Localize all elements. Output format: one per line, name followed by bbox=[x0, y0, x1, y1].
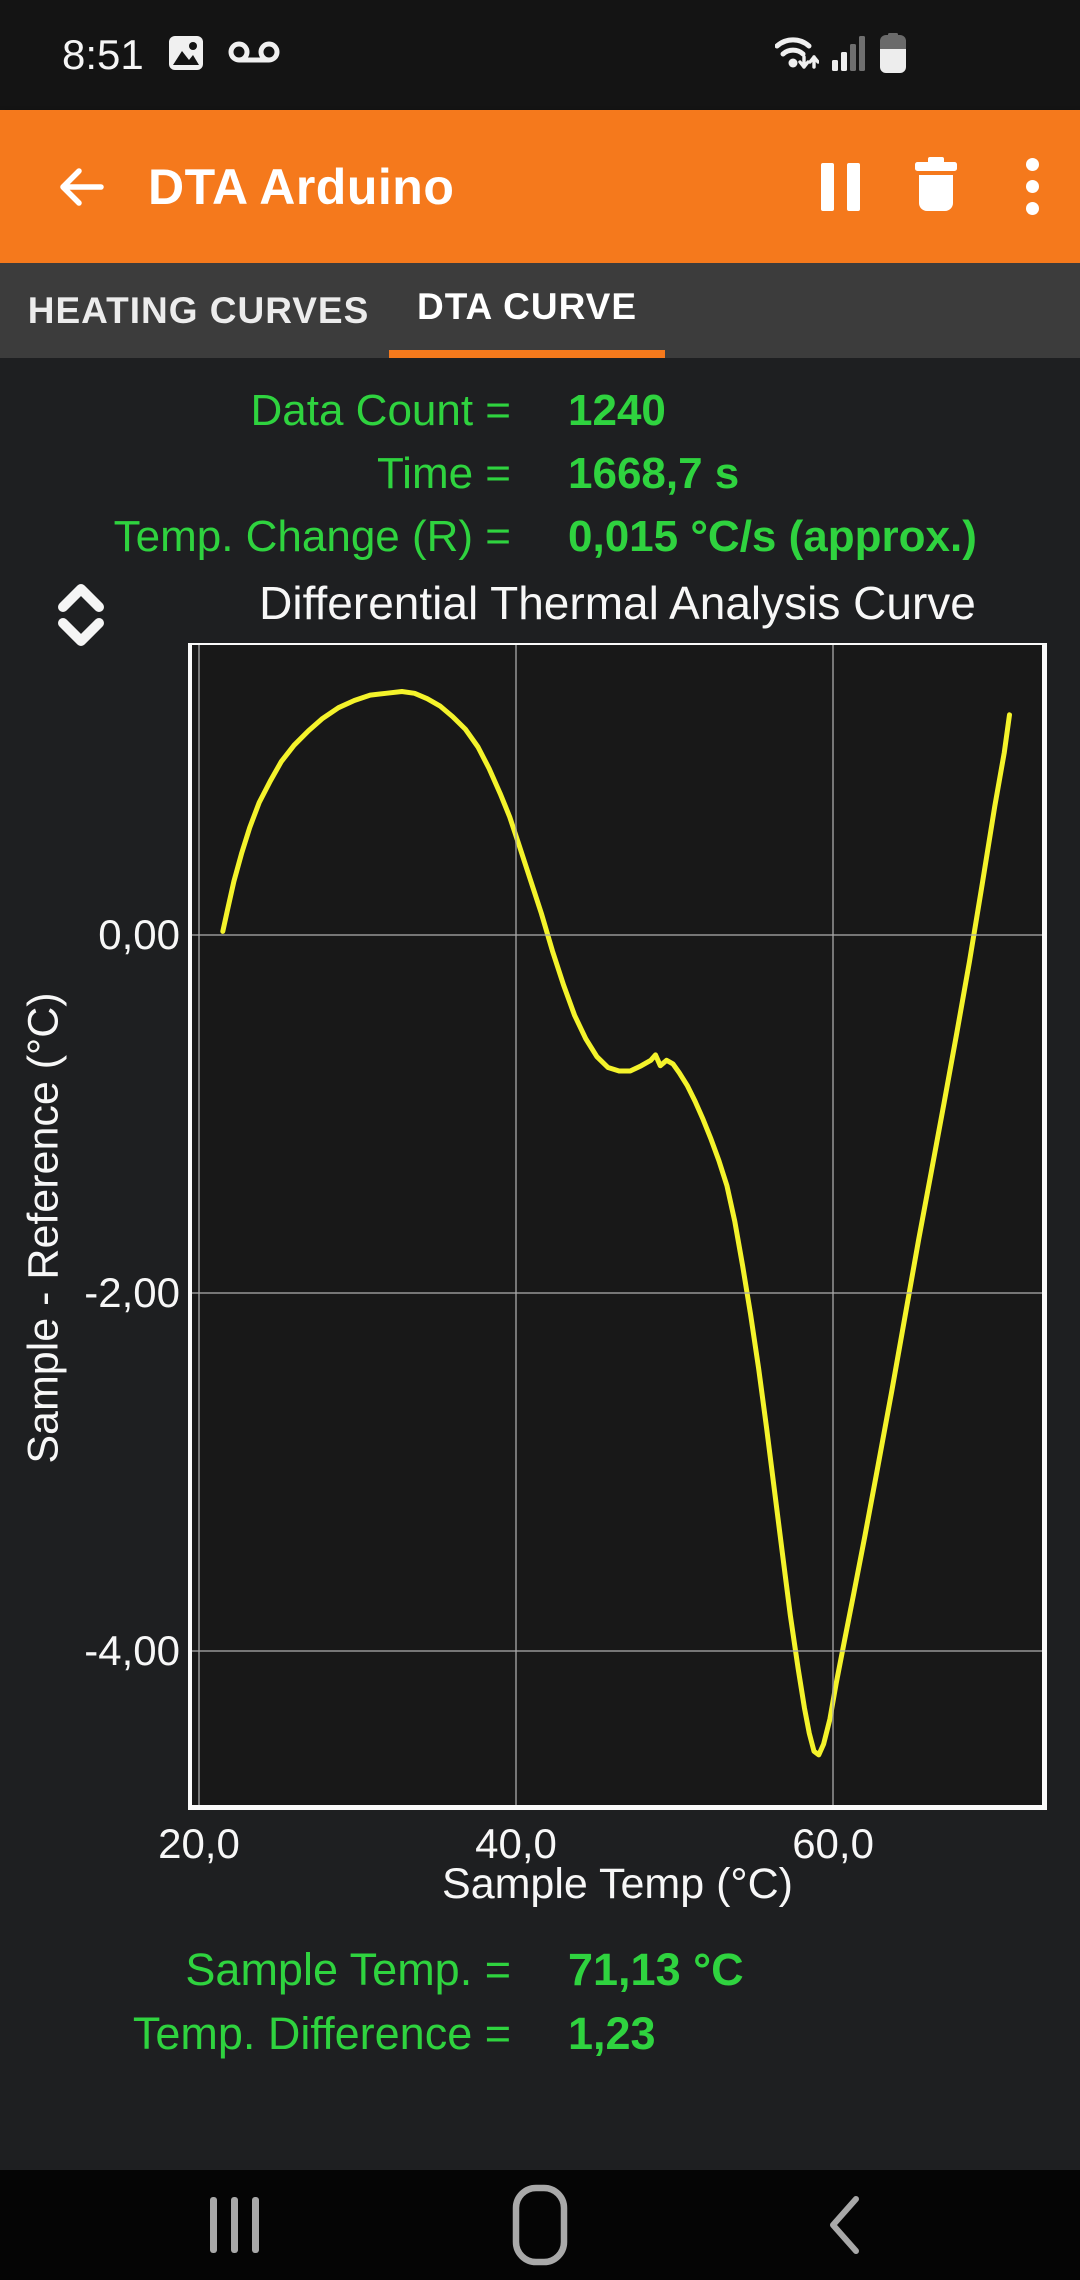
plot-area[interactable] bbox=[188, 643, 1047, 1810]
back-arrow-button[interactable] bbox=[52, 163, 110, 211]
overflow-menu-icon bbox=[1025, 149, 1039, 224]
recents-icon bbox=[209, 2197, 259, 2253]
recents-button[interactable] bbox=[164, 2170, 304, 2280]
y-gridline bbox=[192, 934, 1042, 936]
navigation-bar bbox=[0, 2170, 1080, 2280]
x-gridline bbox=[197, 645, 200, 1805]
y-tick-label: -4,00 bbox=[84, 1627, 180, 1675]
unfold-expand-button[interactable] bbox=[52, 580, 110, 650]
home-icon bbox=[512, 2184, 568, 2266]
battery-icon bbox=[879, 32, 907, 78]
nav-back-button[interactable] bbox=[774, 2170, 914, 2280]
tab-heating-curves[interactable]: HEATING CURVES bbox=[27, 289, 370, 331]
page-title: DTA Arduino bbox=[148, 158, 455, 215]
y-tick-label: 0,00 bbox=[98, 911, 180, 958]
status-time: 8:51 bbox=[62, 31, 144, 78]
temp-change-label: Temp. Change (R) = bbox=[113, 512, 511, 561]
trash-icon bbox=[911, 157, 961, 216]
y-gridline bbox=[192, 1292, 1042, 1295]
time-value: 1668,7 s bbox=[568, 449, 740, 498]
x-tick-label: 40,0 bbox=[475, 1820, 557, 1867]
time-label: Time = bbox=[376, 449, 511, 498]
voicemail-icon bbox=[228, 39, 280, 72]
chart-title: Differential Thermal Analysis Curve bbox=[259, 577, 976, 629]
wifi-data-icon bbox=[774, 33, 820, 78]
dta-curve bbox=[220, 689, 1012, 1758]
sample-temp-value: 71,13 °C bbox=[568, 1944, 744, 1995]
x-tick-label: 60,0 bbox=[792, 1820, 874, 1867]
data-count-value: 1240 bbox=[568, 386, 666, 435]
x-gridline bbox=[832, 645, 835, 1805]
temp-difference-value: 1,23 bbox=[568, 2008, 656, 2059]
pause-icon bbox=[820, 162, 860, 211]
overflow-menu-button[interactable] bbox=[984, 110, 1080, 263]
y-tick-label: -2,00 bbox=[84, 1269, 180, 1317]
temp-change-value: 0,015 °C/s (approx.) bbox=[568, 512, 977, 561]
temp-difference-label: Temp. Difference = bbox=[132, 2008, 511, 2059]
signal-strength-icon bbox=[832, 34, 866, 77]
image-notification-icon bbox=[168, 35, 204, 76]
pause-button[interactable] bbox=[792, 110, 888, 263]
tab-bar: HEATING CURVES DTA CURVE bbox=[0, 263, 1080, 358]
home-button[interactable] bbox=[470, 2170, 610, 2280]
top-stats: Data Count = 1240 Time = 1668,7 s Temp. … bbox=[0, 379, 1080, 568]
sample-temp-label: Sample Temp. = bbox=[185, 1944, 511, 1995]
x-gridline bbox=[515, 645, 518, 1805]
unfold-icon bbox=[58, 584, 104, 646]
bottom-stats: Sample Temp. = 71,13 °C Temp. Difference… bbox=[0, 1938, 1080, 2066]
x-axis-title: Sample Temp (°C) bbox=[442, 1860, 793, 1908]
tab-dta-curve[interactable]: DTA CURVE bbox=[389, 263, 665, 358]
delete-button[interactable] bbox=[888, 110, 984, 263]
y-axis-title: Sample - Reference (°C) bbox=[19, 992, 68, 1464]
app-bar: DTA Arduino bbox=[0, 110, 1080, 263]
nav-back-icon bbox=[830, 2196, 859, 2254]
status-bar: 8:51 bbox=[0, 0, 1080, 110]
x-tick-label: 20,0 bbox=[158, 1820, 240, 1867]
data-count-label: Data Count = bbox=[250, 386, 512, 435]
y-gridline bbox=[192, 1650, 1042, 1653]
